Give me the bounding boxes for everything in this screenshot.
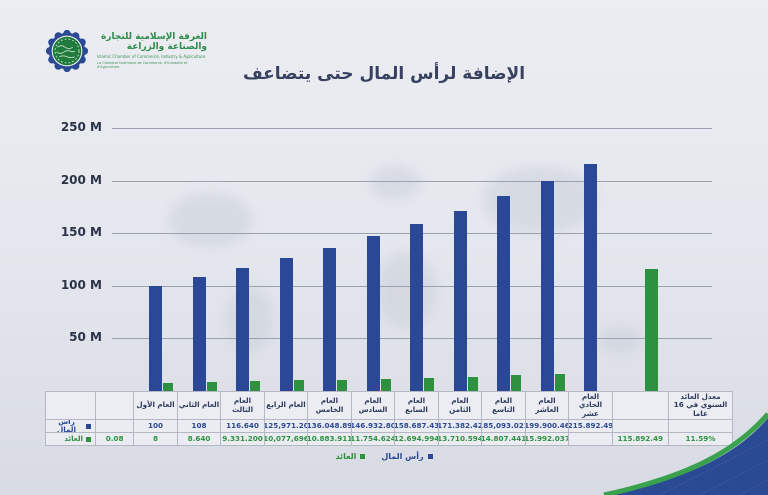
- return-bar-year-6: [380, 378, 391, 391]
- return-bar-year-3: [250, 381, 260, 391]
- capital-bar-year-8: [453, 210, 467, 391]
- table-header-col-8: العام الثامن: [438, 392, 483, 420]
- table-header-col-5: العام الخامس: [308, 392, 352, 420]
- return-value-col-9: 14.807.441: [482, 433, 526, 446]
- return-value-col-3: 9.331.200: [221, 433, 265, 446]
- return-value-col-4: 10,077,696: [264, 433, 309, 446]
- table-header-col-4: العام الرابع: [264, 392, 309, 420]
- org-name-english: Islamic Chamber of Commerce, Industry & …: [97, 53, 206, 59]
- capital-bar-year-2: [192, 277, 206, 391]
- return-row-label: العائد: [46, 433, 96, 446]
- return-bar-year-8: [467, 376, 478, 391]
- table-header-col-1: العام الأول: [134, 392, 178, 420]
- legend-return-label: العائد: [335, 452, 357, 461]
- capital-marker-square: [86, 423, 91, 429]
- capital-value-col-5: 136.048.89: [308, 420, 352, 433]
- table-rate-header-cell: [96, 392, 135, 420]
- return-value-col-6: 11.754.624: [351, 433, 396, 446]
- page-title: الإضافة لرأس المال حتى يتضاعف: [242, 64, 526, 84]
- table-header-col-11: العام الحادي عشر: [569, 392, 613, 420]
- return-value-col-11: [569, 433, 613, 446]
- return-bar-year-5: [337, 379, 347, 391]
- legend-item-capital: رأس المال: [381, 452, 433, 461]
- capital-value-col-10: 199.900.46: [525, 420, 570, 433]
- return-bar-year-7: [424, 377, 434, 391]
- return-value-col-8: 13.710.594: [438, 433, 483, 446]
- legend-item-return: العائد: [335, 452, 366, 461]
- return-value-col-10: 15.992.037: [525, 433, 570, 446]
- capital-bar-year-11: [584, 163, 597, 391]
- table-corner-cell: [46, 392, 96, 420]
- capital-value-col-9: 185,093.021: [482, 420, 526, 433]
- return-row-label-label: العائد: [64, 433, 83, 443]
- return-value-col-13: 11.59%: [668, 433, 734, 446]
- gridline-250: [112, 128, 712, 129]
- capital-bar-year-3: [236, 268, 249, 391]
- table-header-col-10: العام العاشر: [525, 392, 570, 420]
- org-name-arabic: الغرفة الإسلامية للتجارة والصناعة والزرا…: [100, 31, 207, 52]
- return-value-col-2: 8.640: [177, 433, 222, 446]
- y-axis-label: 250 M: [60, 120, 102, 134]
- capital-value-col-6: 146.932.80: [351, 420, 396, 433]
- return-value-col-5: 10.883.911: [308, 433, 352, 446]
- capital-value-col-8: 171.382.42: [438, 420, 483, 433]
- capital-value-col-1: 100: [134, 420, 178, 433]
- capital-value-col-13: [668, 420, 734, 433]
- capital-row-label: رأس المال: [46, 420, 96, 433]
- table-header-col-7: العام السابع: [395, 392, 439, 420]
- return-bar-year-9: [511, 375, 521, 391]
- return-value-col-7: 12.694.994: [395, 433, 439, 446]
- data-table: العام الأول العام الثاني العام الثالث العام…: [45, 391, 734, 446]
- org-name-block: الغرفة الإسلامية للتجارة والصناعة والزرا…: [97, 31, 207, 69]
- capital-value-col-2: 108: [177, 420, 222, 433]
- y-axis-label: 50 M: [69, 330, 102, 345]
- return-bar-year-2: [206, 381, 217, 391]
- table-header-col-12: [612, 392, 669, 420]
- capital-bar-year-7: [410, 224, 423, 391]
- return-value-col-1: 8: [134, 433, 178, 446]
- legend-capital-square-icon: [427, 454, 433, 459]
- legend-capital-label: رأس المال: [381, 452, 424, 461]
- chamber-emblem-icon: [45, 29, 89, 73]
- capital-bar-year-1: [149, 285, 162, 391]
- capital-bar-year-9: [497, 196, 510, 391]
- capital-bar-year-10: [540, 180, 554, 391]
- y-axis-label: 200 M: [60, 172, 102, 187]
- return-marker-square: [86, 436, 91, 442]
- table-header-col-6: العام السادس: [351, 392, 396, 420]
- org-logo: الغرفة الإسلامية للتجارة والصناعة والزرا…: [44, 28, 207, 74]
- return-bar-year-10: [554, 374, 565, 391]
- capital-rate-cell: [96, 420, 135, 433]
- total-return-bar: [644, 269, 658, 391]
- table-header-col-3: العام الثالث: [221, 392, 265, 420]
- table-header-col-13: معدل العائد السنوي في 16 عاما: [668, 392, 734, 420]
- y-axis-label: 100 M: [60, 277, 102, 292]
- capital-row-label-label: رأس المال: [57, 420, 76, 433]
- gridline-200: [112, 180, 712, 182]
- capital-value-col-3: 116.640: [221, 420, 265, 433]
- y-axis-label: 150 M: [60, 225, 102, 240]
- org-name-french: La Chambre Islamique de Commerce, d'Indu…: [97, 60, 188, 69]
- capital-bar-year-6: [366, 236, 380, 391]
- table-header-col-2: العام الثاني: [177, 392, 222, 420]
- capital-value-col-12: [612, 420, 669, 433]
- capital-bar-year-4: [279, 258, 293, 391]
- capital-value-col-4: 125,971.20: [264, 420, 309, 433]
- return-bar-year-4: [293, 380, 304, 391]
- rate-value-cell: 0.08: [96, 433, 135, 446]
- table-header-col-9: العام التاسع: [482, 392, 526, 420]
- capital-bar-year-5: [323, 247, 336, 391]
- chart-legend: رأس المال العائد: [0, 452, 768, 461]
- capital-value-col-11: 215.892.49: [569, 420, 613, 433]
- return-bar-year-1: [163, 382, 173, 391]
- return-value-col-12: 115.892.49: [612, 433, 669, 446]
- capital-value-col-7: 158.687.43: [395, 420, 439, 433]
- legend-return-square-icon: [360, 454, 366, 459]
